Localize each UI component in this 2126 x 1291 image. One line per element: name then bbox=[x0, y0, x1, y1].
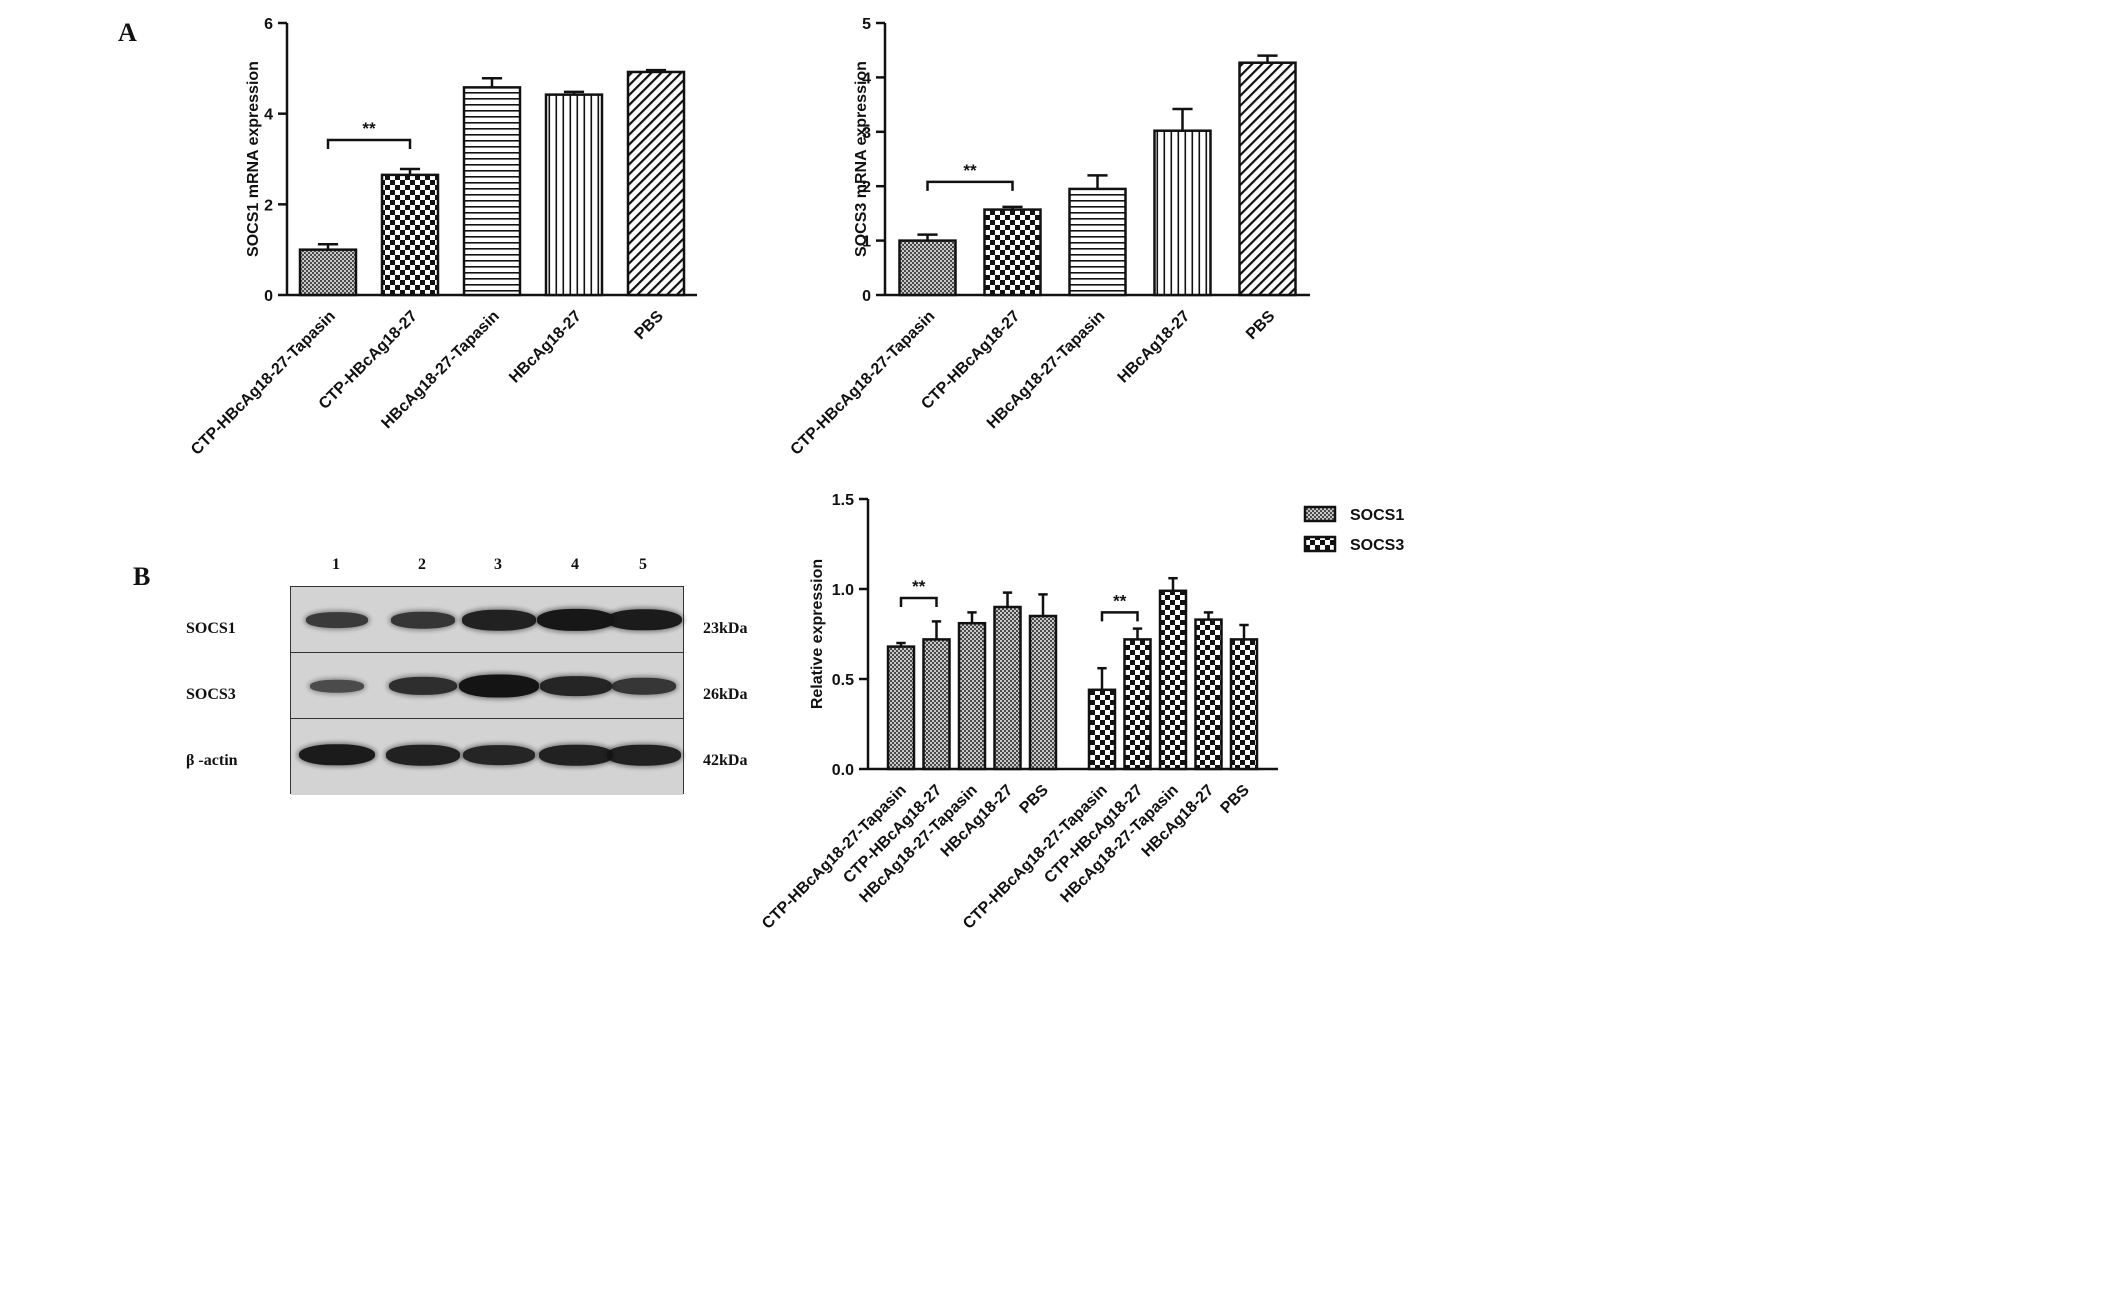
socs1-bar-2 bbox=[462, 86, 522, 297]
blot-strip-2 bbox=[291, 719, 683, 795]
socs3-significance-0-bracket bbox=[926, 180, 1014, 191]
socs1-y-tick-label-0: 0 bbox=[264, 288, 273, 305]
socs1-y-axis-label: SOCS1 mRNA expression bbox=[245, 61, 262, 257]
blot-band-row-0-lane-5 bbox=[606, 609, 682, 631]
rel-series-1-bar-0 bbox=[1087, 688, 1117, 771]
socs3-y-tick-label-2: 2 bbox=[862, 179, 871, 196]
socs1-bar-3 bbox=[544, 93, 604, 297]
rel-significance-1-bracket bbox=[1100, 611, 1139, 622]
socs1-bar-4 bbox=[626, 70, 686, 297]
legend-label-socs3: SOCS3 bbox=[1350, 537, 1404, 554]
legend-label-socs1: SOCS1 bbox=[1350, 507, 1404, 524]
rel-series-0-bar-2 bbox=[957, 621, 987, 771]
socs1-x-tick-label-3: HBcAg18-27 bbox=[506, 308, 585, 387]
socs3-bar-2 bbox=[1068, 187, 1127, 297]
socs1-y-tick-label-2: 4 bbox=[264, 107, 273, 124]
blot-strip-0 bbox=[291, 587, 683, 653]
blot-row-label-0: SOCS1 bbox=[186, 620, 236, 637]
rel-series-0-bar-1 bbox=[922, 638, 951, 771]
socs3-mrna-chart: 0 1 2 3 4 5 SOCS3 mRNA expression ** CTP-HBcAg18… bbox=[788, 16, 1310, 459]
blot-band-row-0-lane-2 bbox=[391, 611, 455, 629]
rel-series-1-bar-3 bbox=[1194, 618, 1223, 771]
panel-letter-a: A bbox=[118, 18, 137, 47]
rel-series-1-x-tick-label-4: PBS bbox=[1218, 782, 1254, 818]
rel-series-1-bar-1 bbox=[1123, 638, 1152, 771]
rel-significance-0-bracket bbox=[899, 596, 938, 607]
socs3-y-tick-label-0: 0 bbox=[862, 288, 871, 305]
rel-series-0-bar-4 bbox=[1028, 614, 1058, 771]
socs1-mrna-chart: 0 2 4 6 SOCS1 mRNA expression ** CTP-HBcAg18-2… bbox=[188, 16, 697, 459]
blot-band-row-1-lane-1 bbox=[310, 679, 364, 693]
rel-significance-1-label: ** bbox=[1113, 591, 1127, 610]
blot-band-row-2-lane-5 bbox=[607, 744, 681, 766]
rel-series-1-bar-4 bbox=[1229, 638, 1259, 771]
rel-series-0-bar-0 bbox=[886, 645, 916, 771]
blot-lane-number-4: 4 bbox=[571, 556, 579, 573]
blot-size-label-0: 23kDa bbox=[703, 620, 748, 637]
blot-band-row-1-lane-2 bbox=[389, 676, 457, 696]
blot-strip-1 bbox=[291, 653, 683, 719]
blot-band-row-1-lane-4 bbox=[540, 676, 612, 696]
socs3-y-tick-label-1: 1 bbox=[862, 234, 871, 251]
rel-series-1-bar-2 bbox=[1158, 589, 1188, 771]
rel-y-tick-label-3: 1.5 bbox=[832, 492, 854, 509]
blot-lane-number-1: 1 bbox=[332, 556, 340, 573]
socs3-x-tick-label-4: PBS bbox=[1243, 308, 1279, 344]
rel-significance-0-label: ** bbox=[912, 577, 926, 596]
blot-lane-number-3: 3 bbox=[494, 556, 502, 573]
blot-band-row-0-lane-1 bbox=[306, 612, 368, 628]
rel-series-0-x-tick-label-0: CTP-HBcAg18-27-Tapasin bbox=[759, 782, 910, 933]
socs1-bar-1 bbox=[380, 173, 440, 297]
blot-band-row-2-lane-1 bbox=[299, 744, 375, 766]
legend-swatch-socs3 bbox=[1303, 535, 1337, 553]
blot-size-label-1: 26kDa bbox=[703, 686, 748, 703]
blot-row-label-1: SOCS3 bbox=[186, 686, 236, 703]
socs3-bar-4 bbox=[1238, 61, 1297, 297]
socs3-y-axis-label: SOCS3 mRNA expression bbox=[853, 61, 870, 257]
blot-lane-number-2: 2 bbox=[418, 556, 426, 573]
socs1-x-tick-label-0: CTP-HBcAg18-27-Tapasin bbox=[188, 308, 339, 459]
blot-image bbox=[290, 586, 684, 795]
socs3-y-tick-label-4: 4 bbox=[862, 70, 871, 87]
rel-y-tick-label-1: 0.5 bbox=[832, 672, 854, 689]
socs1-significance-0-bracket bbox=[326, 138, 412, 149]
socs1-bar-0 bbox=[298, 248, 358, 297]
socs1-y-tick-label-3: 6 bbox=[264, 16, 273, 33]
blot-row-label-2: β -actin bbox=[186, 752, 238, 769]
socs3-bar-1 bbox=[983, 208, 1042, 297]
rel-series-0-bar-3 bbox=[993, 605, 1022, 771]
blot-band-row-2-lane-4 bbox=[539, 744, 613, 766]
socs1-y-tick-label-1: 2 bbox=[264, 197, 273, 214]
blot-size-label-2: 42kDa bbox=[703, 752, 748, 769]
relative-expression-chart: 0.0 0.5 1.0 1.5 Relative expression CTP-HBcAg… bbox=[759, 492, 1404, 933]
blot-band-row-2-lane-3 bbox=[463, 745, 535, 765]
socs1-significance-0-label: ** bbox=[362, 119, 376, 138]
rel-series-0-x-tick-label-4: PBS bbox=[1017, 782, 1053, 818]
blot-band-row-0-lane-3 bbox=[462, 609, 536, 631]
western-blot: 1 2 3 4 5 SOCS1 23kDa SOCS3 26kDa β -actin 42kDa bbox=[180, 550, 780, 800]
socs3-y-tick-label-5: 5 bbox=[862, 16, 871, 33]
legend-swatch-socs1 bbox=[1303, 505, 1337, 523]
socs3-significance-0-label: ** bbox=[963, 161, 977, 180]
socs3-bar-0 bbox=[898, 239, 957, 297]
blot-band-row-2-lane-2 bbox=[386, 744, 460, 766]
socs3-bar-3 bbox=[1153, 129, 1212, 297]
rel-y-tick-label-2: 1.0 bbox=[832, 582, 854, 599]
blot-lane-number-5: 5 bbox=[639, 556, 647, 573]
figure: A B 0 2 4 6 SOCS1 mRNA expression ** CTP-HBcAg… bbox=[118, 16, 1405, 933]
blot-band-row-1-lane-3 bbox=[459, 674, 539, 698]
panel-letter-b: B bbox=[133, 562, 151, 591]
blot-band-row-1-lane-5 bbox=[612, 677, 676, 695]
socs1-x-tick-label-4: PBS bbox=[632, 308, 668, 344]
socs3-y-tick-label-3: 3 bbox=[862, 125, 871, 142]
blot-band-row-0-lane-4 bbox=[537, 608, 615, 632]
rel-y-tick-label-0: 0.0 bbox=[832, 762, 854, 779]
socs3-x-tick-label-3: HBcAg18-27 bbox=[1115, 308, 1194, 387]
socs3-x-tick-label-0: CTP-HBcAg18-27-Tapasin bbox=[788, 308, 939, 459]
rel-y-axis-label: Relative expression bbox=[809, 559, 826, 709]
